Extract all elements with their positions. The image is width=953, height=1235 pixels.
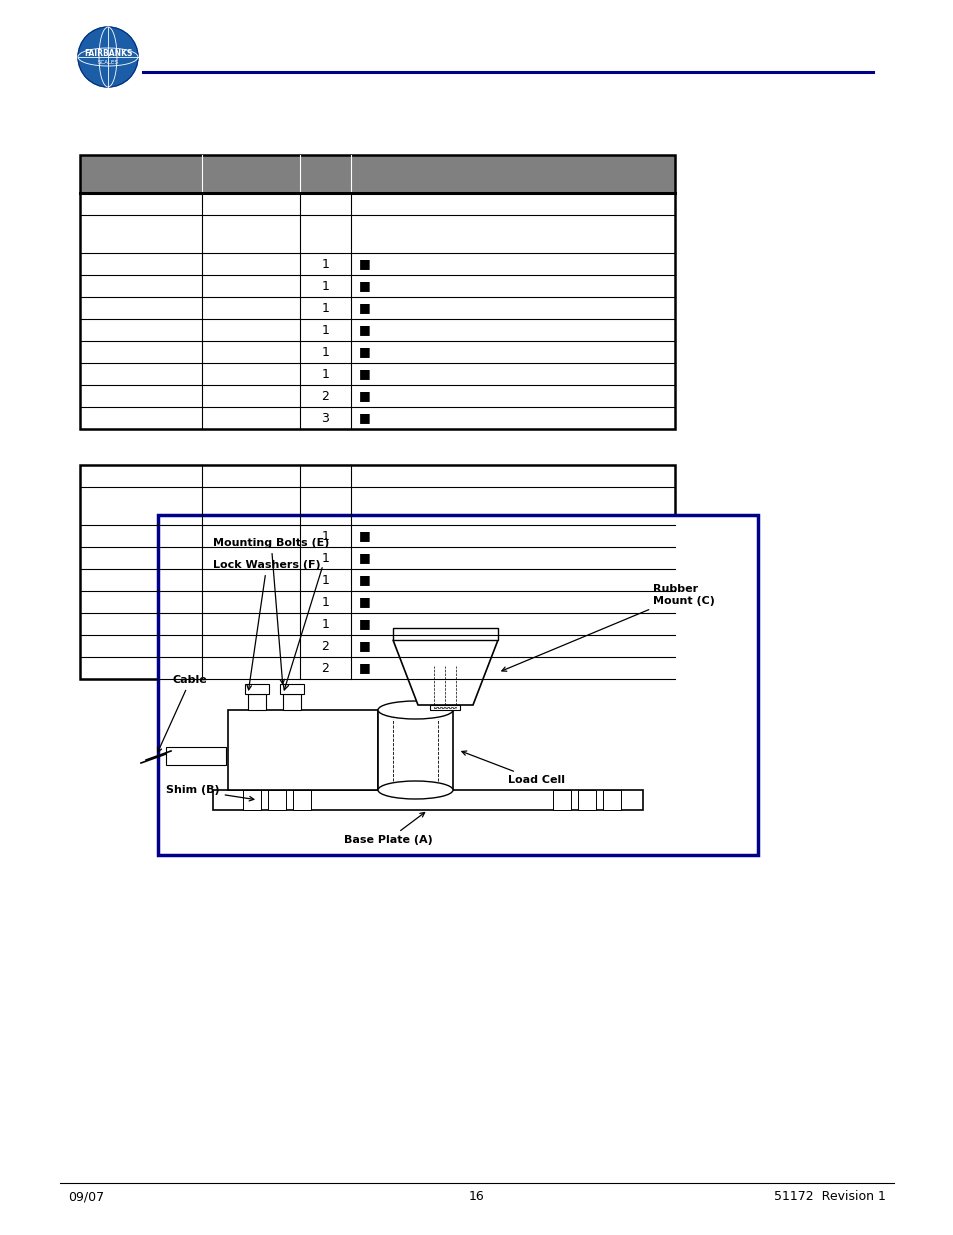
Bar xyxy=(213,790,642,810)
Text: 1: 1 xyxy=(321,301,329,315)
Bar xyxy=(80,657,675,679)
Bar xyxy=(80,547,675,569)
Bar xyxy=(80,215,675,253)
Bar xyxy=(377,710,453,790)
Bar xyxy=(80,363,675,385)
Bar xyxy=(283,694,301,710)
Text: ■: ■ xyxy=(358,662,370,674)
Text: Mounting Bolts (E): Mounting Bolts (E) xyxy=(213,538,329,684)
Text: 09/07: 09/07 xyxy=(68,1191,104,1203)
Bar xyxy=(80,253,675,275)
Text: FAIRBANKS: FAIRBANKS xyxy=(84,48,132,58)
Bar xyxy=(80,319,675,341)
Text: ■: ■ xyxy=(358,552,370,564)
Text: ■: ■ xyxy=(358,595,370,609)
Bar xyxy=(80,592,675,613)
Bar xyxy=(293,790,311,810)
Text: Lock Washers (F): Lock Washers (F) xyxy=(213,559,320,690)
Text: ■: ■ xyxy=(358,618,370,631)
Bar xyxy=(245,684,269,694)
Bar xyxy=(80,156,675,193)
Text: ■: ■ xyxy=(358,324,370,336)
Text: ■: ■ xyxy=(358,258,370,270)
Bar xyxy=(80,275,675,296)
Ellipse shape xyxy=(377,701,453,719)
Bar xyxy=(80,341,675,363)
Text: 51172  Revision 1: 51172 Revision 1 xyxy=(773,1191,885,1203)
Bar xyxy=(80,296,675,319)
Text: 3: 3 xyxy=(321,411,329,425)
Bar xyxy=(80,156,675,429)
Bar xyxy=(248,694,266,710)
Text: Load Cell: Load Cell xyxy=(461,751,564,785)
Bar xyxy=(80,193,675,215)
Text: Base Plate (A): Base Plate (A) xyxy=(343,813,432,845)
Text: ■: ■ xyxy=(358,530,370,542)
Circle shape xyxy=(78,27,138,86)
Bar xyxy=(393,629,497,640)
Text: 1: 1 xyxy=(321,279,329,293)
Text: ■: ■ xyxy=(358,389,370,403)
Text: ■: ■ xyxy=(358,640,370,652)
Text: 2: 2 xyxy=(321,640,329,652)
Text: 1: 1 xyxy=(321,324,329,336)
Bar xyxy=(80,487,675,525)
Bar xyxy=(80,408,675,429)
Text: Cable: Cable xyxy=(157,676,208,752)
Bar xyxy=(80,385,675,408)
Bar xyxy=(166,747,226,764)
Bar xyxy=(228,710,377,790)
Text: 1: 1 xyxy=(321,368,329,380)
Text: SCALES: SCALES xyxy=(97,61,118,65)
Text: ■: ■ xyxy=(358,368,370,380)
Text: 1: 1 xyxy=(321,618,329,631)
Bar xyxy=(80,635,675,657)
Bar xyxy=(430,705,460,710)
Bar xyxy=(268,790,286,810)
Bar xyxy=(243,790,261,810)
Ellipse shape xyxy=(377,781,453,799)
Bar xyxy=(80,466,675,679)
Text: 1: 1 xyxy=(321,573,329,587)
Text: 1: 1 xyxy=(321,595,329,609)
Bar xyxy=(578,790,596,810)
Text: ■: ■ xyxy=(358,301,370,315)
Text: ■: ■ xyxy=(358,346,370,358)
Polygon shape xyxy=(393,640,497,705)
Text: Shim (B): Shim (B) xyxy=(166,785,253,800)
Bar xyxy=(80,466,675,487)
Text: ■: ■ xyxy=(358,279,370,293)
Bar xyxy=(80,569,675,592)
Text: ■: ■ xyxy=(358,411,370,425)
Bar xyxy=(280,684,304,694)
Text: 1: 1 xyxy=(321,346,329,358)
Text: 2: 2 xyxy=(321,662,329,674)
Text: 1: 1 xyxy=(321,552,329,564)
Text: 1: 1 xyxy=(321,258,329,270)
Text: 16: 16 xyxy=(469,1191,484,1203)
Bar xyxy=(80,525,675,547)
Text: 1: 1 xyxy=(321,530,329,542)
Text: Rubber
Mount (C): Rubber Mount (C) xyxy=(501,584,714,672)
Bar xyxy=(80,613,675,635)
Bar xyxy=(602,790,620,810)
Bar xyxy=(158,515,758,855)
Bar xyxy=(553,790,571,810)
Text: 2: 2 xyxy=(321,389,329,403)
Text: ■: ■ xyxy=(358,573,370,587)
